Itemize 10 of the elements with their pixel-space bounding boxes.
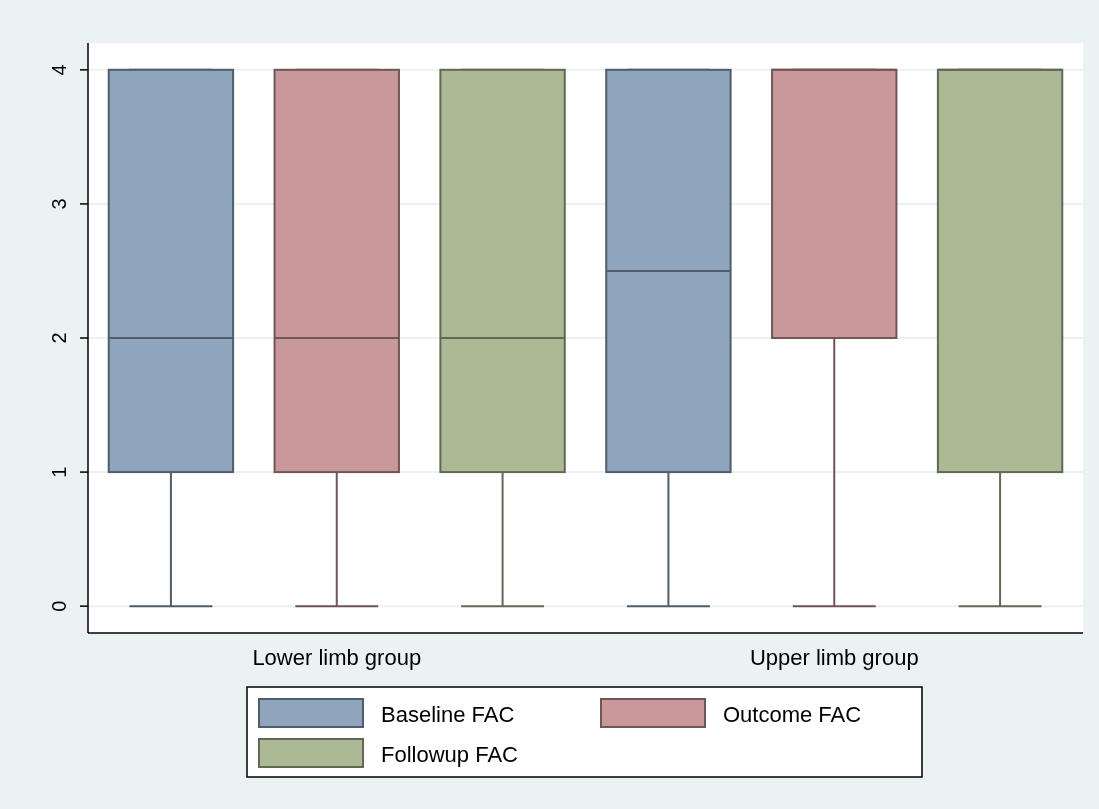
y-tick-label: 4 <box>48 64 70 76</box>
legend-label: Outcome FAC <box>723 702 862 727</box>
legend-label: Followup FAC <box>381 742 519 767</box>
y-tick-label: 1 <box>48 466 70 478</box>
y-tick-label: 0 <box>48 600 70 612</box>
x-tick-label: Lower limb group <box>252 645 422 670</box>
x-tick-label: Upper limb group <box>749 645 919 670</box>
y-tick-label: 2 <box>48 332 70 344</box>
legend-label: Baseline FAC <box>381 702 515 727</box>
y-tick-label: 3 <box>48 198 70 210</box>
